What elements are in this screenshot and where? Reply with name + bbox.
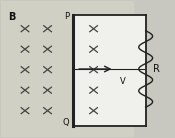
FancyBboxPatch shape: [73, 15, 146, 126]
Text: R: R: [153, 64, 159, 74]
FancyBboxPatch shape: [0, 0, 134, 138]
Text: B: B: [8, 12, 15, 22]
Text: V: V: [120, 77, 125, 86]
Text: P: P: [64, 12, 69, 21]
Text: Q: Q: [63, 118, 69, 128]
